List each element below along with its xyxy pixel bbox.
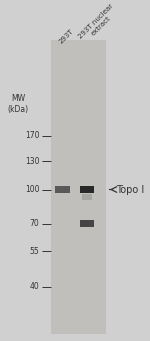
Text: MW
(kDa): MW (kDa) [7, 94, 29, 114]
Bar [106, 40, 144, 334]
Text: 170: 170 [25, 132, 39, 140]
Bar [82, 194, 92, 200]
Bar [55, 187, 70, 193]
Text: 70: 70 [30, 219, 39, 228]
Bar [51, 40, 106, 334]
Text: 55: 55 [30, 247, 39, 256]
Bar [80, 186, 94, 193]
Text: 293T nuclear
extract: 293T nuclear extract [78, 3, 120, 45]
Text: 130: 130 [25, 157, 39, 166]
Bar [80, 220, 94, 227]
Text: 100: 100 [25, 185, 39, 194]
Text: 40: 40 [30, 282, 39, 291]
Text: 293T: 293T [58, 28, 75, 45]
Text: Topo I: Topo I [116, 184, 144, 194]
